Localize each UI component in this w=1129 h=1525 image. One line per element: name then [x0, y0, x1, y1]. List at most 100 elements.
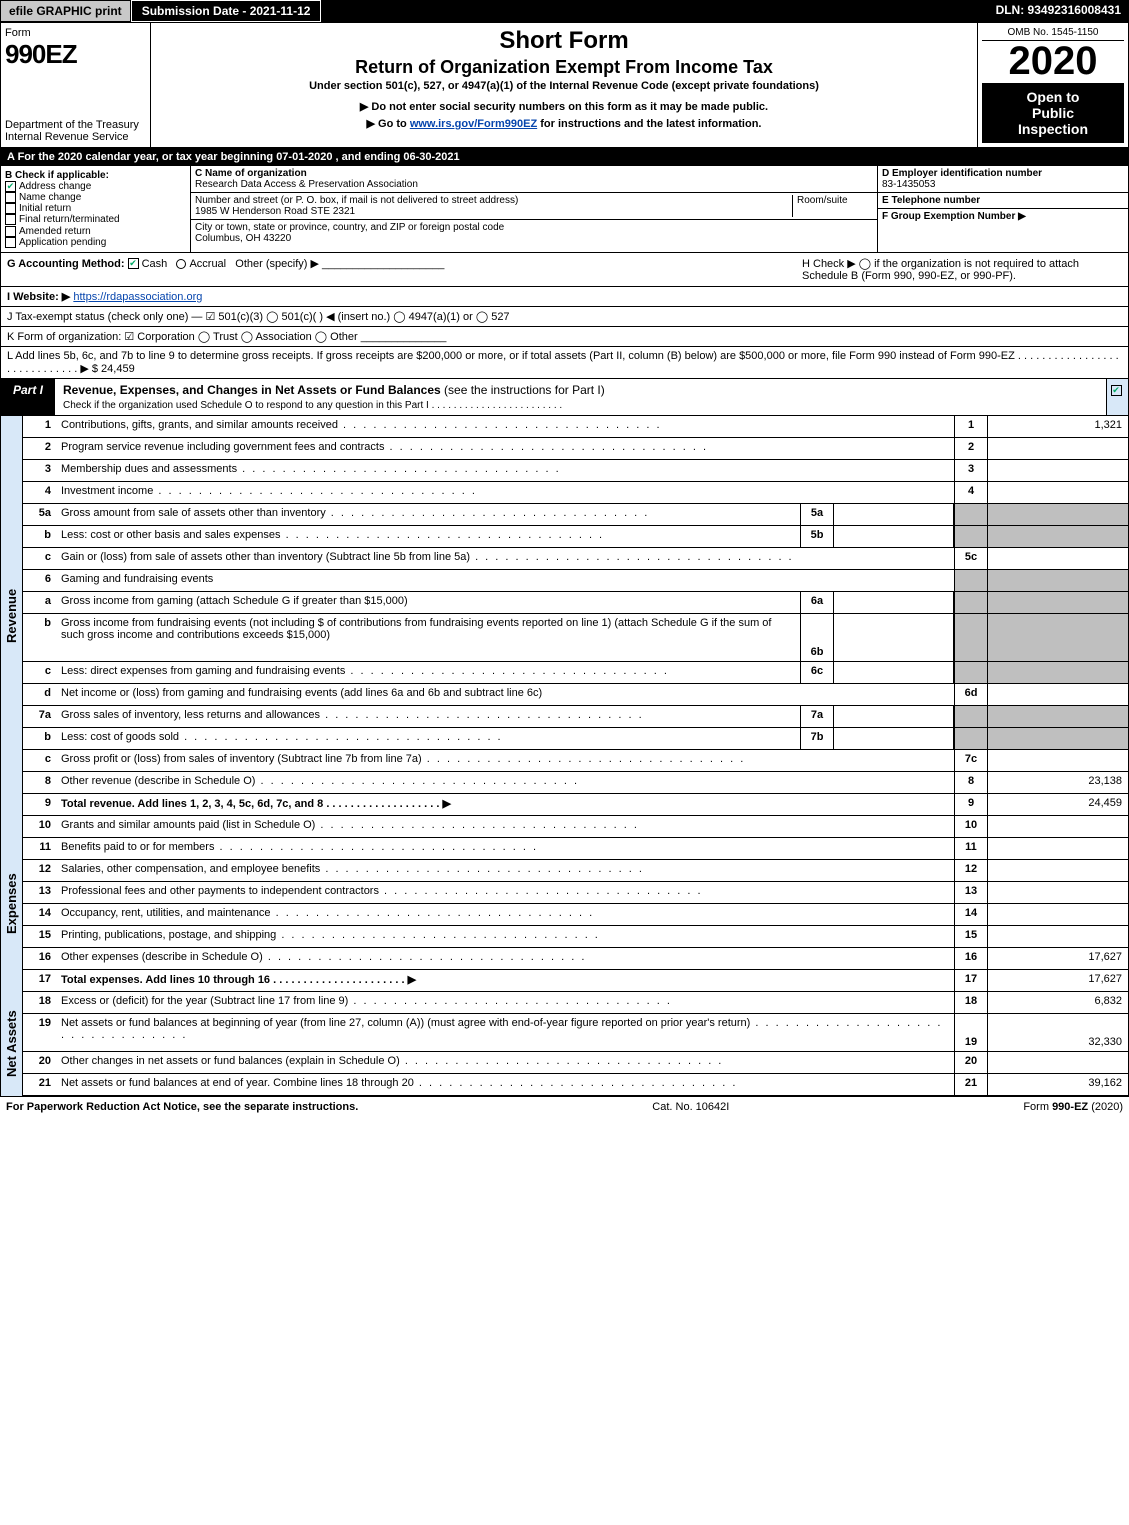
line-16-no: 16 — [23, 948, 57, 969]
irs-link[interactable]: www.irs.gov/Form990EZ — [410, 118, 537, 130]
line-3-desc: Membership dues and assessments — [57, 460, 954, 481]
line-6d-no: d — [23, 684, 57, 705]
line-21-desc: Net assets or fund balances at end of ye… — [57, 1074, 954, 1095]
section-bcdef: B Check if applicable: Address change Na… — [0, 166, 1129, 253]
line-7a-no: 7a — [23, 706, 57, 727]
line-4: 4 Investment income 4 — [23, 482, 1128, 504]
line-16-desc: Other expenses (describe in Schedule O) — [57, 948, 954, 969]
chk-application-pending-label: Application pending — [19, 237, 106, 248]
line-6d: d Net income or (loss) from gaming and f… — [23, 684, 1128, 706]
form-word: Form — [5, 27, 146, 39]
line-20-no: 20 — [23, 1052, 57, 1073]
chk-name-change-label: Name change — [19, 192, 81, 203]
line-7c-no: c — [23, 750, 57, 771]
line-6b-desc: Gross income from fundraising events (no… — [57, 614, 800, 661]
chk-application-pending[interactable]: Application pending — [5, 237, 186, 248]
line-17-no: 17 — [23, 970, 57, 991]
line-2-desc: Program service revenue including govern… — [57, 438, 954, 459]
line-15-val — [988, 926, 1128, 947]
line-6d-val — [988, 684, 1128, 705]
line-7b-valshade — [988, 728, 1128, 749]
chk-initial-return[interactable]: Initial return — [5, 203, 186, 214]
line-15: 15 Printing, publications, postage, and … — [23, 926, 1128, 948]
line-8-no: 8 — [23, 772, 57, 793]
line-14-no: 14 — [23, 904, 57, 925]
title-short-form: Short Form — [157, 27, 971, 55]
header-right: OMB No. 1545-1150 2020 Open to Public In… — [978, 23, 1128, 147]
line-5a-colshade — [954, 504, 988, 525]
chk-name-change[interactable]: Name change — [5, 192, 186, 203]
chk-cash[interactable] — [128, 258, 139, 269]
line-15-no: 15 — [23, 926, 57, 947]
line-17-col: 17 — [954, 970, 988, 991]
line-6d-col: 6d — [954, 684, 988, 705]
other-underline: ____________________ — [322, 258, 444, 270]
line-2: 2 Program service revenue including gove… — [23, 438, 1128, 460]
revenue-side-label: Revenue — [0, 416, 22, 816]
line-13-val — [988, 882, 1128, 903]
row-g: G Accounting Method: Cash Accrual Other … — [7, 257, 802, 282]
line-10-val — [988, 816, 1128, 837]
chk-amended-return-label: Amended return — [19, 226, 91, 237]
line-19: 19 Net assets or fund balances at beginn… — [23, 1014, 1128, 1052]
line-6c-colshade — [954, 662, 988, 683]
line-13-desc: Professional fees and other payments to … — [57, 882, 954, 903]
line-1-col: 1 — [954, 416, 988, 437]
street-value: 1985 W Henderson Road STE 2321 — [195, 206, 355, 217]
line-7b-desc: Less: cost of goods sold — [57, 728, 800, 749]
line-5a-valshade — [988, 504, 1128, 525]
row-i: I Website: ▶ https://rdapassociation.org — [0, 287, 1129, 307]
line-6a-colshade — [954, 592, 988, 613]
line-16-col: 16 — [954, 948, 988, 969]
part1-checkbox[interactable] — [1106, 379, 1128, 415]
row-l-text: L Add lines 5b, 6c, and 7b to line 9 to … — [7, 350, 1119, 375]
line-5b-valshade — [988, 526, 1128, 547]
telephone-label: E Telephone number — [882, 195, 980, 206]
line-14-col: 14 — [954, 904, 988, 925]
chk-amended-return[interactable]: Amended return — [5, 226, 186, 237]
tax-year: 2020 — [982, 41, 1124, 81]
dln-label: DLN: 93492316008431 — [988, 0, 1129, 22]
row-j: J Tax-exempt status (check only one) — ☑… — [0, 307, 1129, 327]
line-5b-colshade — [954, 526, 988, 547]
line-7c-desc: Gross profit or (loss) from sales of inv… — [57, 750, 954, 771]
box-b: B Check if applicable: Address change Na… — [1, 166, 191, 252]
line-8: 8 Other revenue (describe in Schedule O)… — [23, 772, 1128, 794]
net-assets-section: Net Assets 18 Excess or (deficit) for th… — [0, 992, 1129, 1096]
line-20-val — [988, 1052, 1128, 1073]
line-6a-valshade — [988, 592, 1128, 613]
line-5b-no: b — [23, 526, 57, 547]
line-19-no: 19 — [23, 1014, 57, 1051]
line-11-no: 11 — [23, 838, 57, 859]
revenue-section: Revenue 1 Contributions, gifts, grants, … — [0, 416, 1129, 816]
row-gh: G Accounting Method: Cash Accrual Other … — [0, 253, 1129, 287]
lbl-cash: Cash — [142, 258, 168, 270]
line-7c: c Gross profit or (loss) from sales of i… — [23, 750, 1128, 772]
line-19-desc: Net assets or fund balances at beginning… — [57, 1014, 954, 1051]
line-1-no: 1 — [23, 416, 57, 437]
line-2-val — [988, 438, 1128, 459]
top-bar: efile GRAPHIC print Submission Date - 20… — [0, 0, 1129, 22]
line-5b: b Less: cost or other basis and sales ex… — [23, 526, 1128, 548]
line-20-desc: Other changes in net assets or fund bala… — [57, 1052, 954, 1073]
line-21-no: 21 — [23, 1074, 57, 1095]
open-line1: Open to — [984, 89, 1122, 105]
line-14-desc: Occupancy, rent, utilities, and maintena… — [57, 904, 954, 925]
group-exemption-row: F Group Exemption Number ▶ — [878, 209, 1128, 224]
goto-line: ▶ Go to www.irs.gov/Form990EZ for instru… — [157, 117, 971, 130]
chk-address-change[interactable]: Address change — [5, 181, 186, 192]
radio-accrual[interactable] — [176, 259, 186, 269]
line-7a-colshade — [954, 706, 988, 727]
row-g-pre: G Accounting Method: — [7, 258, 128, 270]
website-link[interactable]: https://rdapassociation.org — [73, 291, 202, 303]
line-5c-col: 5c — [954, 548, 988, 569]
line-17: 17 Total expenses. Add lines 10 through … — [23, 970, 1128, 992]
line-6a-desc: Gross income from gaming (attach Schedul… — [57, 592, 800, 613]
efile-print-button[interactable]: efile GRAPHIC print — [0, 0, 131, 22]
line-14-val — [988, 904, 1128, 925]
chk-final-return[interactable]: Final return/terminated — [5, 214, 186, 225]
line-12-col: 12 — [954, 860, 988, 881]
line-11-val — [988, 838, 1128, 859]
line-11: 11 Benefits paid to or for members 11 — [23, 838, 1128, 860]
box-def: D Employer identification number 83-1435… — [878, 166, 1128, 252]
